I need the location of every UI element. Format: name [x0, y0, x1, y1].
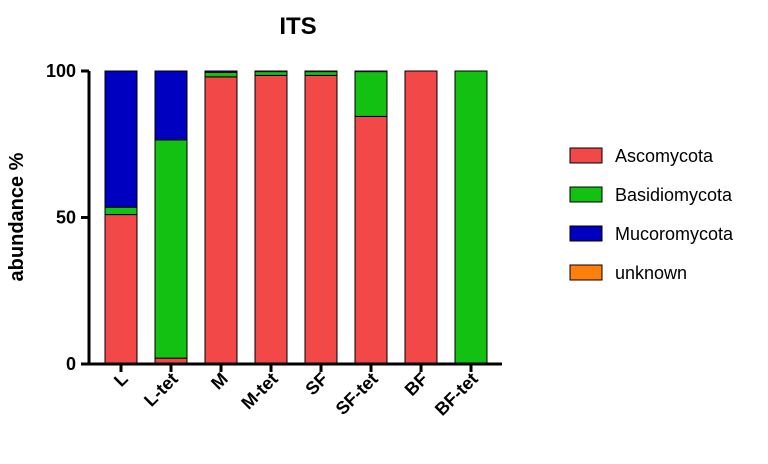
- x-tick-label-m: M: [207, 369, 232, 394]
- y-tick-label-100: 100: [46, 61, 76, 81]
- bar-sf-tet-mucoromycota: [354, 70, 388, 73]
- chart-title: ITS: [279, 13, 316, 40]
- bar-sf-basidiomycota: [304, 71, 338, 76]
- bar-l-ascomycota: [104, 214, 138, 365]
- legend-swatch-unknown: [569, 264, 603, 281]
- bar-bf-ascomycota: [404, 70, 438, 365]
- bar-sf-tet-basidiomycota: [354, 71, 388, 117]
- y-tick-label-50: 50: [56, 208, 76, 228]
- legend: Ascomycota Basidiomycota Mucoromycota unkno…: [569, 146, 734, 283]
- x-tick-label-bf-tet: BF-tet: [431, 369, 482, 420]
- legend-swatch-ascomycota: [569, 147, 603, 164]
- bar-m-ascomycota: [204, 76, 238, 365]
- bar-l-mucoromycota: [104, 70, 138, 208]
- bar-m-mucoromycota: [204, 70, 238, 73]
- y-axis-label: abundance %: [6, 152, 28, 281]
- bars-group: [104, 70, 488, 365]
- bar-sf-tet-ascomycota: [354, 115, 388, 365]
- bar-l-tet-mucoromycota: [154, 70, 188, 141]
- bar-m-basidiomycota: [204, 71, 238, 78]
- x-tick-label-bf: BF: [401, 369, 432, 400]
- bar-sf-ascomycota: [304, 74, 338, 365]
- bar-m-tet-mucoromycota: [254, 70, 288, 73]
- bar-bf-tet-basidiomycota: [454, 70, 488, 365]
- bar-l-basidiomycota: [104, 206, 138, 216]
- legend-label-basidiomycota: Basidiomycota: [615, 185, 733, 205]
- x-tick-label-l-tet: L-tet: [140, 369, 182, 411]
- legend-swatch-basidiomycota: [569, 186, 603, 203]
- legend-label-mucoromycota: Mucoromycota: [615, 224, 734, 244]
- bar-sf-mucoromycota: [304, 70, 338, 73]
- x-tick-label-sf-tet: SF-tet: [332, 369, 382, 419]
- bar-l-tet-basidiomycota: [154, 139, 188, 359]
- legend-label-unknown: unknown: [615, 263, 687, 283]
- y-tick-label-0: 0: [66, 354, 76, 374]
- legend-swatch-mucoromycota: [569, 225, 603, 242]
- bar-m-tet-basidiomycota: [254, 71, 288, 76]
- x-tick-label-l: L: [110, 369, 132, 391]
- legend-label-ascomycota: Ascomycota: [615, 146, 714, 166]
- x-tick-label-sf: SF: [301, 369, 331, 399]
- x-tick-label-m-tet: M-tet: [237, 369, 282, 414]
- bar-m-tet-ascomycota: [254, 74, 288, 365]
